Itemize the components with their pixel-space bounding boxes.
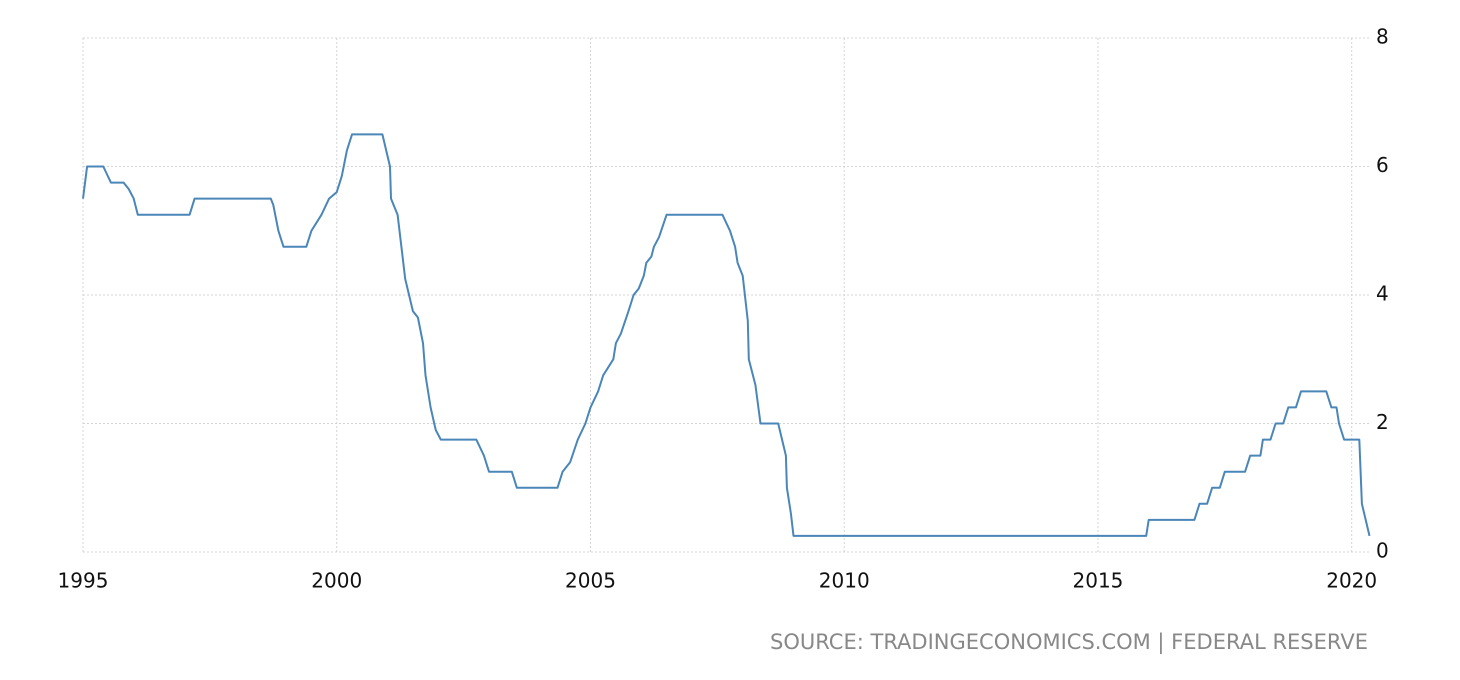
y-tick-label: 0 [1376,539,1389,563]
source-note: SOURCE: TRADINGECONOMICS.COM | FEDERAL R… [770,630,1368,655]
x-tick-label: 1995 [58,569,109,593]
y-tick-label: 2 [1376,410,1389,434]
data-line [82,133,1371,537]
y-tick-label: 6 [1376,153,1389,177]
x-tick-label: 2000 [311,569,362,593]
x-tick-label: 2015 [1073,569,1124,593]
x-tick-label: 2020 [1326,569,1377,593]
y-tick-label: 4 [1376,282,1389,306]
x-tick-label: 2010 [819,569,870,593]
y-tick-label: 8 [1376,25,1389,49]
x-tick-label: 2005 [565,569,616,593]
